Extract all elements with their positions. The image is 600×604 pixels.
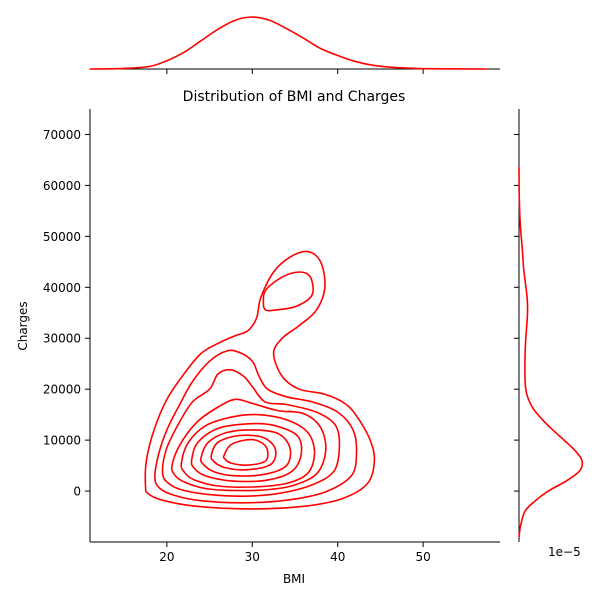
marginal-y-density-curve xyxy=(518,166,584,538)
x-tick-label: 40 xyxy=(330,550,345,564)
y-tick-label: 0 xyxy=(73,485,81,499)
marginal-y-offset-label: 1e−5 xyxy=(548,545,581,559)
contour-line-level-7 xyxy=(200,429,292,477)
marginal-y-plot: 1e−5 xyxy=(514,109,584,559)
x-axis-ticks: 20 30 40 50 xyxy=(159,542,431,564)
y-tick-label: 30000 xyxy=(43,332,81,346)
contour-line-level-9 xyxy=(222,438,269,466)
chart-title: Distribution of BMI and Charges xyxy=(183,89,406,105)
contour-line-level-10 xyxy=(262,271,314,312)
marginal-x-plot xyxy=(89,16,500,74)
y-tick-label: 40000 xyxy=(43,281,81,295)
contour-line-level-8 xyxy=(210,434,277,471)
contour-line-level-3 xyxy=(161,368,341,498)
x-tick-label: 30 xyxy=(245,550,260,564)
y-axis-ticks: 0 10000 20000 30000 40000 50000 60000 70000 xyxy=(43,128,90,499)
marginal-x-density-curve xyxy=(89,16,488,70)
x-axis-label: BMI xyxy=(283,572,305,586)
marginal-x-ticks xyxy=(166,69,424,74)
contour-line-level-4 xyxy=(170,398,327,492)
y-tick-label: 70000 xyxy=(43,128,81,142)
y-tick-label: 60000 xyxy=(43,179,81,193)
kde-contours xyxy=(144,250,376,510)
contour-line-level-2 xyxy=(154,349,358,504)
y-axis-label: Charges xyxy=(16,301,30,350)
contour-line-level-5 xyxy=(180,413,316,488)
y-tick-label: 10000 xyxy=(43,434,81,448)
marginal-y-ticks xyxy=(514,133,519,492)
y-tick-label: 50000 xyxy=(43,230,81,244)
x-tick-label: 20 xyxy=(159,550,174,564)
y-tick-label: 20000 xyxy=(43,383,81,397)
contour-line-level-1 xyxy=(144,250,376,510)
contour-line-level-6 xyxy=(190,422,303,483)
x-tick-label: 50 xyxy=(415,550,430,564)
joint-axes: 20 30 40 50 0 10000 20000 30000 40000 50000 60000… xyxy=(43,109,500,564)
